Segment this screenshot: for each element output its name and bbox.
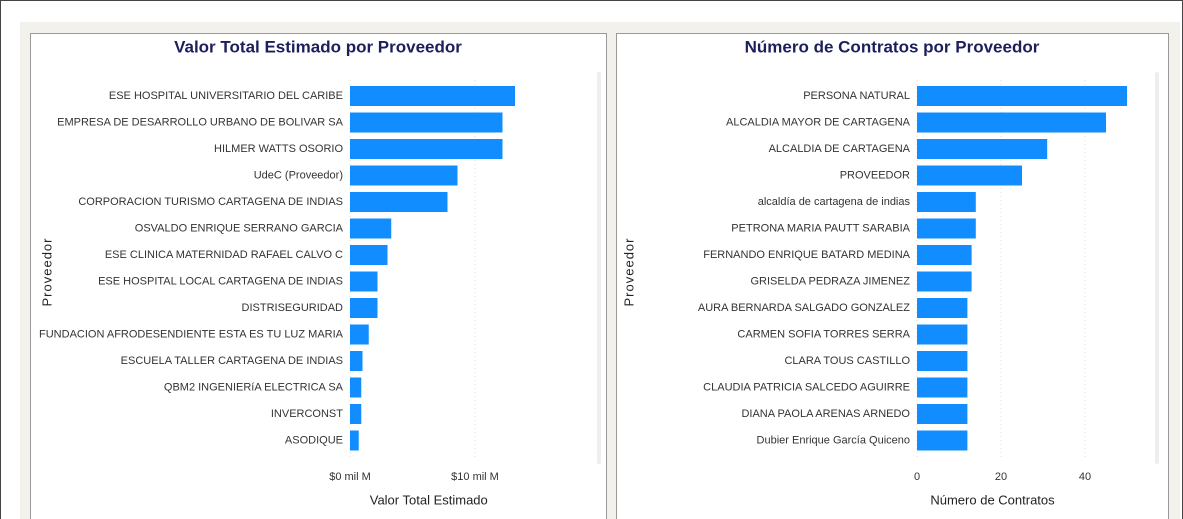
x-tick-label: 0 [914,471,920,483]
y-tick-label: ASODIQUE [285,434,343,446]
panel [30,33,607,519]
x-tick-label: $0 mil M [329,471,371,483]
bar [350,192,448,212]
y-tick-label: ALCALDIA MAYOR DE CARTAGENA [726,116,911,128]
bar [350,404,362,424]
y-tick-label: Dubier Enrique García Quiceno [757,434,910,446]
bar [917,112,1106,133]
bar [917,218,976,239]
bar [917,86,1127,106]
y-tick-label: alcaldía de cartagena de indias [758,196,911,208]
bar [350,377,362,398]
y-tick-label: OSVALDO ENRIQUE SERRANO GARCIA [135,222,344,234]
bar [350,245,388,265]
y-axis-title: Proveedor [39,238,54,307]
bar [917,298,968,318]
x-tick-label: 40 [1079,471,1091,483]
scrollbar[interactable] [1155,72,1159,464]
bar [917,245,972,265]
y-tick-label: PETRONA MARIA PAUTT SARABIA [731,222,910,234]
chart-title: Número de Contratos por Proveedor [745,37,1040,56]
y-tick-label: ESE HOSPITAL LOCAL CARTAGENA DE INDIAS [98,275,343,287]
bar [917,271,972,292]
y-tick-label: FERNANDO ENRIQUE BATARD MEDINA [703,249,910,261]
y-tick-label: PERSONA NATURAL [803,90,910,102]
bar [350,218,392,239]
y-axis-title: Proveedor [621,238,636,307]
bar [917,351,968,371]
y-tick-label: PROVEEDOR [840,169,910,181]
y-tick-label: FUNDACION AFRODESENDIENTE ESTA ES TU LUZ… [39,328,344,340]
bar [917,324,968,345]
bar [350,351,363,371]
y-tick-label: CLARA TOUS CASTILLO [784,355,910,367]
bar [350,324,369,345]
y-tick-label: ESE HOSPITAL UNIVERSITARIO DEL CARIBE [109,90,343,102]
y-tick-label: CLAUDIA PATRICIA SALCEDO AGUIRRE [703,381,910,393]
y-tick-label: GRISELDA PEDRAZA JIMENEZ [750,275,910,287]
y-tick-label: DIANA PAOLA ARENAS ARNEDO [741,408,910,420]
bar [917,165,1022,186]
y-tick-label: AURA BERNARDA SALGADO GONZALEZ [698,302,910,314]
y-tick-label: EMPRESA DE DESARROLLO URBANO DE BOLIVAR … [57,116,344,128]
bar [350,165,458,186]
y-tick-label: ALCALDIA DE CARTAGENA [769,143,911,155]
bar [350,430,359,451]
y-tick-label: CORPORACION TURISMO CARTAGENA DE INDIAS [78,196,343,208]
y-tick-label: ESCUELA TALLER CARTAGENA DE INDIAS [121,355,343,367]
chart-title: Valor Total Estimado por Proveedor [174,37,462,56]
scrollbar[interactable] [597,72,601,464]
bar [917,139,1048,159]
y-tick-label: ESE CLINICA MATERNIDAD RAFAEL CALVO C [105,249,343,261]
bar [917,377,968,398]
bar [350,86,515,106]
y-tick-label: INVERCONST [271,408,343,420]
y-tick-label: QBM2 INGENIERíA ELECTRICA SA [164,381,344,393]
bar [917,404,968,424]
x-axis-title: Valor Total Estimado [370,492,488,507]
bar [350,139,503,159]
x-axis-title: Número de Contratos [930,492,1055,507]
y-tick-label: UdeC (Proveedor) [254,169,343,181]
bar [917,430,968,451]
bar [350,271,378,292]
bar [350,112,503,133]
bar [917,192,976,212]
y-tick-label: HILMER WATTS OSORIO [214,143,343,155]
y-tick-label: CARMEN SOFIA TORRES SERRA [737,328,910,340]
x-tick-label: $10 mil M [451,471,499,483]
x-tick-label: 20 [995,471,1007,483]
bar [350,298,378,318]
y-tick-label: DISTRISEGURIDAD [242,302,344,314]
